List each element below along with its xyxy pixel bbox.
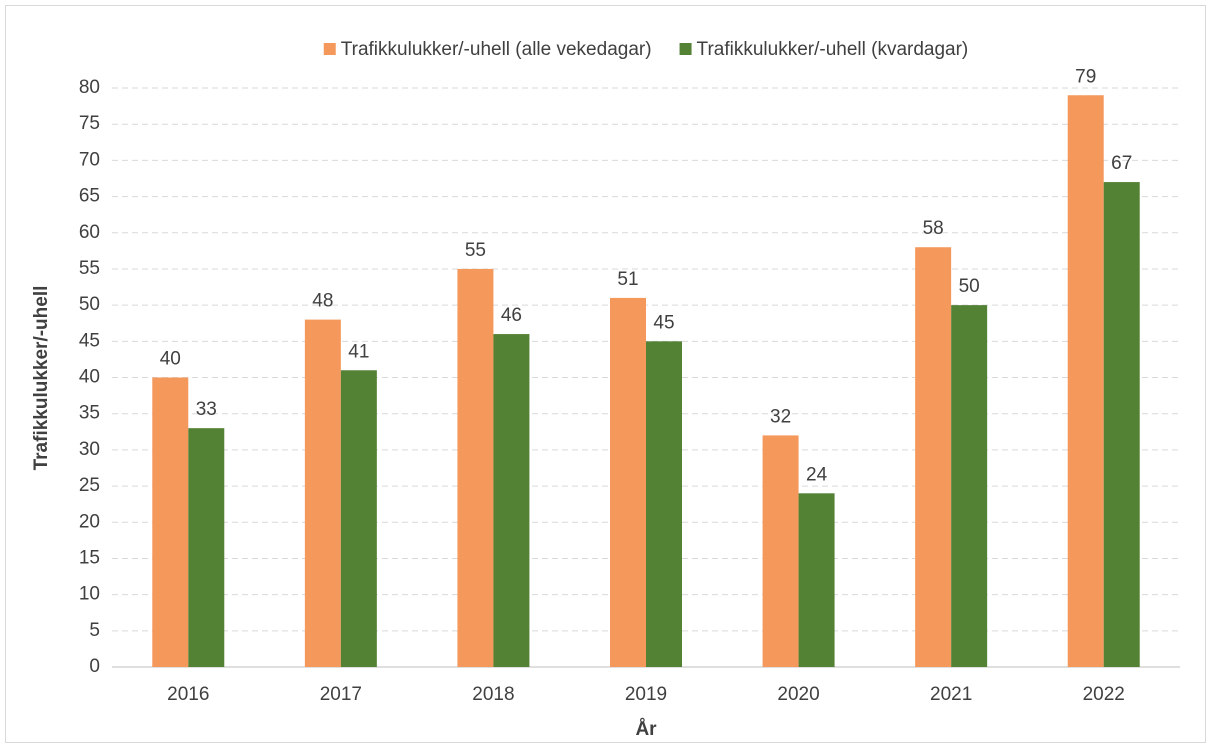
bar: [304, 319, 341, 667]
value-label: 48: [312, 291, 333, 312]
legend-swatch: [323, 43, 336, 55]
y-tick-label: 60: [79, 222, 100, 243]
bar: [188, 428, 225, 667]
value-label: 41: [348, 341, 369, 362]
x-tick-label: 2020: [777, 684, 819, 705]
bar: [798, 493, 835, 667]
bar: [152, 377, 189, 667]
value-label: 50: [959, 276, 980, 297]
x-tick-label: 2019: [625, 684, 667, 705]
bar: [340, 370, 377, 667]
value-label: 32: [770, 406, 791, 427]
bar: [1103, 182, 1140, 667]
x-tick-label: 2017: [320, 684, 362, 705]
bar: [646, 341, 682, 667]
value-label: 51: [617, 269, 638, 290]
legend-label: Trafikkulukker/-uhell (alle vekedagar): [341, 39, 652, 60]
y-tick-label: 30: [79, 439, 100, 460]
y-tick-label: 75: [79, 113, 100, 134]
y-tick-label: 20: [79, 511, 100, 532]
value-label: 67: [1111, 153, 1132, 174]
value-label: 46: [501, 305, 522, 326]
bar: [457, 268, 494, 667]
bar: [493, 334, 530, 667]
legend: Trafikkulukker/-uhell (alle vekedagar) Tr…: [323, 39, 969, 60]
y-tick-label: 40: [79, 367, 100, 388]
x-tick-label: 2021: [930, 684, 972, 705]
y-tick-label: 5: [89, 620, 100, 641]
y-tick-label: 10: [79, 584, 100, 605]
value-label: 33: [196, 399, 217, 420]
y-tick-label: 65: [79, 186, 100, 207]
value-label: 58: [923, 218, 944, 239]
bar: [1067, 95, 1104, 668]
value-label: 55: [465, 240, 486, 261]
value-label: 79: [1075, 66, 1096, 87]
bar: [762, 435, 799, 667]
x-tick-label: 2016: [167, 684, 209, 705]
y-tick-label: 35: [79, 403, 100, 424]
value-label: 45: [653, 312, 674, 333]
x-tick-label: 2018: [472, 684, 514, 705]
y-tick-label: 50: [79, 294, 100, 315]
bar: [951, 305, 988, 667]
y-axis-title: Trafikkulukker/-uhell: [31, 286, 52, 471]
y-tick-label: 45: [79, 330, 100, 351]
y-tick-label: 25: [79, 475, 100, 496]
legend-label: Trafikkulukker/-uhell (kvardagar): [697, 39, 969, 60]
y-tick-label: 55: [79, 258, 100, 279]
value-label: 24: [806, 464, 828, 485]
y-tick-label: 80: [79, 77, 100, 98]
y-tick-label: 0: [89, 656, 100, 677]
y-tick-label: 15: [79, 547, 100, 568]
value-label: 40: [160, 349, 181, 370]
x-tick-label: 2022: [1083, 684, 1125, 705]
bar: [610, 297, 646, 667]
y-tick-label: 70: [79, 149, 100, 170]
bar: [915, 247, 952, 667]
x-axis-title: År: [635, 719, 657, 740]
legend-swatch: [679, 43, 692, 55]
